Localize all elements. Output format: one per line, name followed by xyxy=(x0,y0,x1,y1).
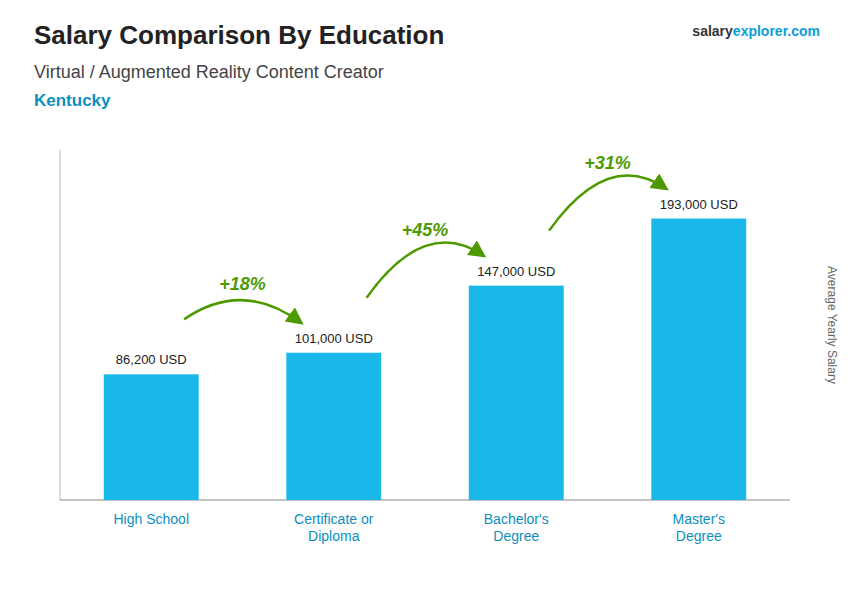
value-label: 147,000 USD xyxy=(477,264,555,279)
pct-label: +45% xyxy=(402,220,449,240)
pct-label: +31% xyxy=(584,153,631,173)
bar xyxy=(651,219,746,500)
pct-arrow xyxy=(367,243,484,298)
brand-part: explorer.com xyxy=(733,23,820,39)
bar xyxy=(469,286,564,500)
brand-part: salary xyxy=(692,23,733,39)
bar xyxy=(104,374,199,500)
value-label: 193,000 USD xyxy=(660,197,738,212)
value-label: 101,000 USD xyxy=(295,331,373,346)
pct-label: +18% xyxy=(219,274,266,294)
value-label: 86,200 USD xyxy=(116,352,187,367)
category-label: Bachelor'sDegree xyxy=(484,511,549,544)
pct-arrow xyxy=(549,175,666,230)
title: Salary Comparison By Education xyxy=(34,20,444,50)
location: Kentucky xyxy=(34,91,111,110)
bar xyxy=(286,353,381,500)
category-label: Certificate orDiploma xyxy=(294,511,374,544)
brand: salaryexplorer.com xyxy=(692,23,820,39)
pct-arrow xyxy=(184,300,301,323)
chart: Salary Comparison By Education Virtual / … xyxy=(0,0,850,606)
y-axis-line xyxy=(60,150,61,500)
subtitle: Virtual / Augmented Reality Content Crea… xyxy=(34,62,384,82)
y-axis-label: Average Yearly Salary xyxy=(825,266,839,384)
bars xyxy=(104,219,746,500)
category-label: High School xyxy=(114,511,190,527)
category-label: Master'sDegree xyxy=(673,511,725,544)
